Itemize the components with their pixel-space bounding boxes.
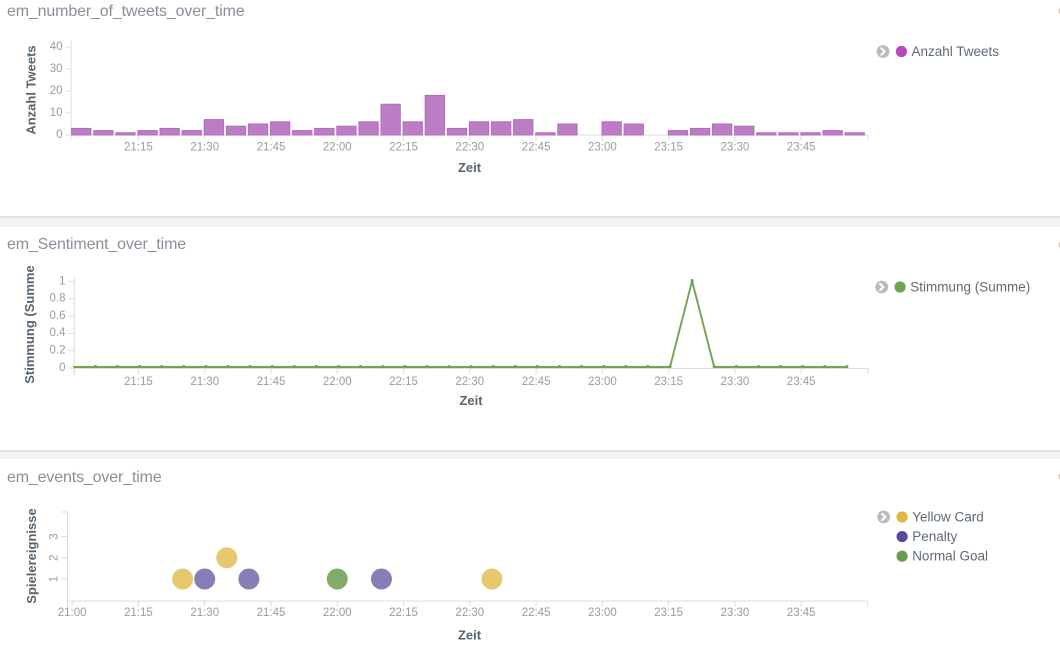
svg-text:0.4: 0.4 bbox=[50, 327, 67, 339]
svg-text:1: 1 bbox=[49, 576, 61, 582]
svg-text:22:45: 22:45 bbox=[522, 607, 551, 619]
svg-text:21:15: 21:15 bbox=[124, 376, 153, 388]
svg-text:Zeit: Zeit bbox=[458, 160, 482, 175]
svg-text:23:15: 23:15 bbox=[654, 142, 683, 154]
svg-text:21:45: 21:45 bbox=[257, 607, 286, 619]
svg-text:23:30: 23:30 bbox=[721, 376, 750, 388]
svg-text:23:00: 23:00 bbox=[588, 142, 617, 154]
svg-text:Stimmung (Summe: Stimmung (Summe bbox=[22, 265, 37, 383]
svg-text:22:00: 22:00 bbox=[323, 376, 352, 388]
svg-text:21:30: 21:30 bbox=[190, 376, 219, 388]
svg-text:Stimmung (Summe): Stimmung (Summe) bbox=[910, 279, 1030, 294]
svg-text:40: 40 bbox=[50, 41, 63, 53]
svg-text:1: 1 bbox=[59, 275, 65, 287]
svg-text:22:45: 22:45 bbox=[522, 376, 551, 388]
svg-text:21:45: 21:45 bbox=[257, 142, 286, 154]
svg-text:21:30: 21:30 bbox=[190, 142, 219, 154]
svg-text:22:00: 22:00 bbox=[323, 142, 352, 154]
svg-text:21:45: 21:45 bbox=[257, 376, 286, 388]
svg-text:Penalty: Penalty bbox=[912, 529, 957, 544]
svg-text:23:30: 23:30 bbox=[721, 142, 750, 154]
svg-text:Normal Goal: Normal Goal bbox=[912, 549, 988, 564]
svg-text:20: 20 bbox=[50, 85, 63, 97]
svg-text:23:00: 23:00 bbox=[588, 376, 617, 388]
svg-text:10: 10 bbox=[50, 107, 63, 119]
svg-text:23:00: 23:00 bbox=[588, 607, 617, 619]
svg-text:21:30: 21:30 bbox=[190, 607, 219, 619]
svg-text:22:30: 22:30 bbox=[455, 142, 484, 154]
svg-text:22:00: 22:00 bbox=[323, 607, 352, 619]
svg-text:22:30: 22:30 bbox=[455, 376, 484, 388]
svg-text:22:45: 22:45 bbox=[522, 142, 551, 154]
svg-text:22:15: 22:15 bbox=[389, 607, 418, 619]
svg-text:0.8: 0.8 bbox=[50, 292, 66, 304]
svg-text:3: 3 bbox=[49, 533, 61, 539]
svg-text:23:30: 23:30 bbox=[721, 607, 750, 619]
svg-text:22:15: 22:15 bbox=[389, 142, 418, 154]
svg-text:23:45: 23:45 bbox=[787, 607, 816, 619]
svg-text:22:30: 22:30 bbox=[455, 607, 484, 619]
svg-text:Yellow Card: Yellow Card bbox=[912, 510, 984, 525]
svg-text:Spielereignisse: Spielereignisse bbox=[24, 508, 39, 603]
svg-text:Anzahl Tweets: Anzahl Tweets bbox=[912, 44, 1000, 59]
svg-text:21:00: 21:00 bbox=[58, 607, 87, 619]
svg-text:2: 2 bbox=[49, 555, 61, 561]
svg-text:Anzahl Tweets: Anzahl Tweets bbox=[24, 45, 39, 134]
svg-text:22:15: 22:15 bbox=[389, 376, 418, 388]
svg-text:Zeit: Zeit bbox=[458, 628, 482, 643]
svg-text:21:15: 21:15 bbox=[124, 607, 153, 619]
svg-text:0: 0 bbox=[56, 129, 62, 141]
svg-text:Zeit: Zeit bbox=[459, 393, 483, 408]
svg-text:0.2: 0.2 bbox=[50, 344, 66, 356]
svg-text:23:15: 23:15 bbox=[654, 376, 683, 388]
svg-text:0.6: 0.6 bbox=[50, 309, 66, 321]
svg-text:0: 0 bbox=[59, 361, 65, 373]
svg-text:30: 30 bbox=[50, 63, 63, 75]
svg-text:23:15: 23:15 bbox=[654, 607, 683, 619]
svg-text:23:45: 23:45 bbox=[787, 376, 816, 388]
svg-text:23:45: 23:45 bbox=[787, 142, 816, 154]
svg-text:21:15: 21:15 bbox=[124, 142, 153, 154]
